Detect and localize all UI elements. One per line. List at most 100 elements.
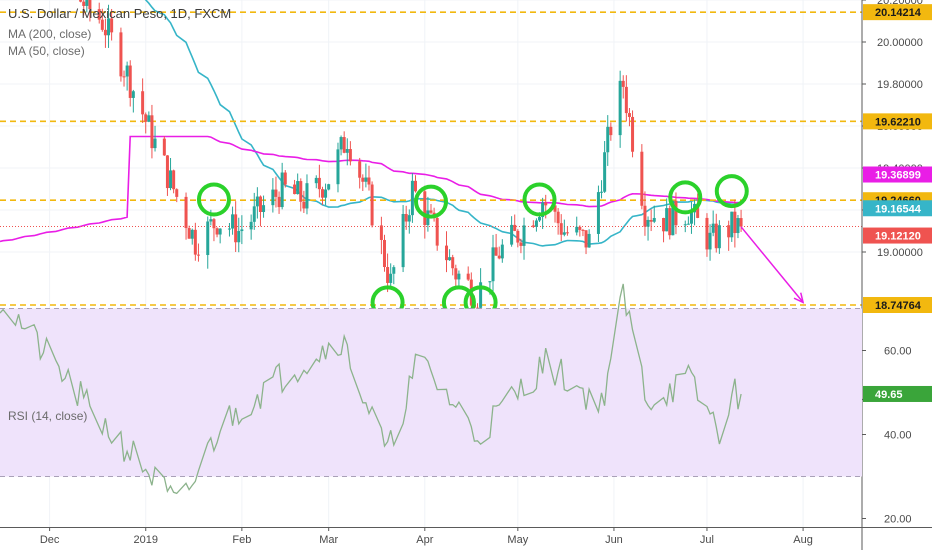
candle-body [141, 91, 145, 115]
candle-body [122, 76, 126, 78]
candle-body [587, 233, 591, 248]
candle-body [575, 226, 579, 233]
candle-body [206, 221, 210, 256]
rsi-line [0, 283, 742, 495]
candle-body [258, 196, 262, 213]
candle-body [553, 205, 557, 212]
candle-body [662, 217, 666, 232]
candle-body [534, 220, 538, 227]
candle-body [339, 137, 343, 150]
candle-body [714, 223, 718, 249]
candle-body [423, 191, 427, 226]
candle-body [153, 138, 157, 149]
candle-body [674, 200, 678, 226]
candle-body [107, 18, 111, 36]
candle-body [255, 196, 259, 207]
rsi-value-tag-label: 49.65 [875, 389, 903, 401]
candle-body [596, 192, 600, 234]
projection-arrow [740, 226, 804, 303]
candle-body [110, 18, 114, 33]
candle-body [522, 225, 526, 246]
candle-body [457, 273, 461, 280]
candle-body [389, 273, 393, 283]
candle-body [342, 137, 346, 153]
candle-body [621, 80, 625, 87]
candle-body [336, 149, 340, 185]
candle-body [299, 181, 303, 202]
candle-body [559, 223, 563, 235]
candle-body [327, 184, 331, 190]
candle-body [733, 211, 737, 234]
candle-body [631, 116, 635, 152]
candle-body [169, 170, 173, 189]
candle-body [283, 172, 287, 185]
candle-body [513, 224, 517, 231]
candle-body [128, 65, 132, 98]
candle-body [739, 218, 743, 227]
chart-title: U.S. Dollar / Mexican Peso, 1D, FXCM [8, 6, 232, 21]
series-price-tag [863, 166, 932, 183]
candle-body [556, 211, 560, 224]
candle-body [234, 214, 238, 243]
candle-body [488, 281, 492, 283]
candle-body [280, 172, 284, 208]
highlight-circle [414, 184, 448, 219]
candle-body [218, 228, 222, 235]
projection-arrow-head [793, 292, 805, 304]
candle-body [150, 115, 154, 149]
candle-body [435, 217, 439, 246]
candle-body [565, 232, 569, 234]
highlight-circle [196, 182, 231, 217]
price-axis-label: 19.00000 [877, 247, 923, 259]
candle-body [252, 206, 256, 222]
candle-body [711, 223, 715, 233]
time-axis-label: May [507, 534, 528, 546]
candle-body [314, 177, 318, 184]
candle-body [345, 149, 349, 153]
candle-body [497, 255, 501, 259]
candle-body [382, 239, 386, 268]
candle-body [305, 183, 309, 209]
candle-body [231, 214, 235, 229]
candle-body [519, 242, 523, 246]
candle-body [584, 230, 588, 248]
candle-body [119, 32, 123, 77]
candle-body [88, 0, 92, 10]
time-axis-label: Apr [416, 534, 433, 546]
candle-body [184, 196, 188, 229]
candle-body [317, 177, 321, 190]
candle-body [510, 224, 514, 245]
candle-body [227, 228, 231, 230]
series-price-tag-label: 19.12120 [875, 231, 921, 243]
candle-body [85, 0, 89, 6]
candle-body [97, 9, 101, 20]
candle-body [671, 200, 675, 236]
candle-body [324, 189, 328, 198]
candle-body [296, 181, 300, 195]
candle-body [410, 180, 414, 216]
rsi-axis-label: 20.00 [884, 514, 912, 526]
highlight-circle [714, 174, 749, 209]
candle-body [320, 189, 324, 198]
price-axis-background [862, 0, 932, 550]
candle-body [600, 191, 604, 193]
candle-body [277, 196, 281, 208]
candle-body [643, 205, 647, 227]
candle-body [103, 29, 107, 36]
candle-body [274, 189, 278, 197]
candle-body [562, 232, 566, 235]
time-axis-label: Aug [793, 534, 813, 546]
candle-body [708, 232, 712, 250]
rsi-axis-label: 40.00 [884, 430, 912, 442]
candle-body [640, 151, 644, 206]
level-price-tag-label: 20.14214 [875, 7, 922, 19]
candle-body [370, 184, 374, 226]
series-price-tag [863, 227, 932, 244]
candle-body [404, 213, 408, 222]
candle-body [541, 202, 545, 218]
candle-body [401, 213, 405, 268]
candle-body [451, 257, 455, 269]
rsi-legend: RSI (14, close) [8, 409, 88, 423]
price-axis-label: 20.00000 [877, 37, 923, 49]
